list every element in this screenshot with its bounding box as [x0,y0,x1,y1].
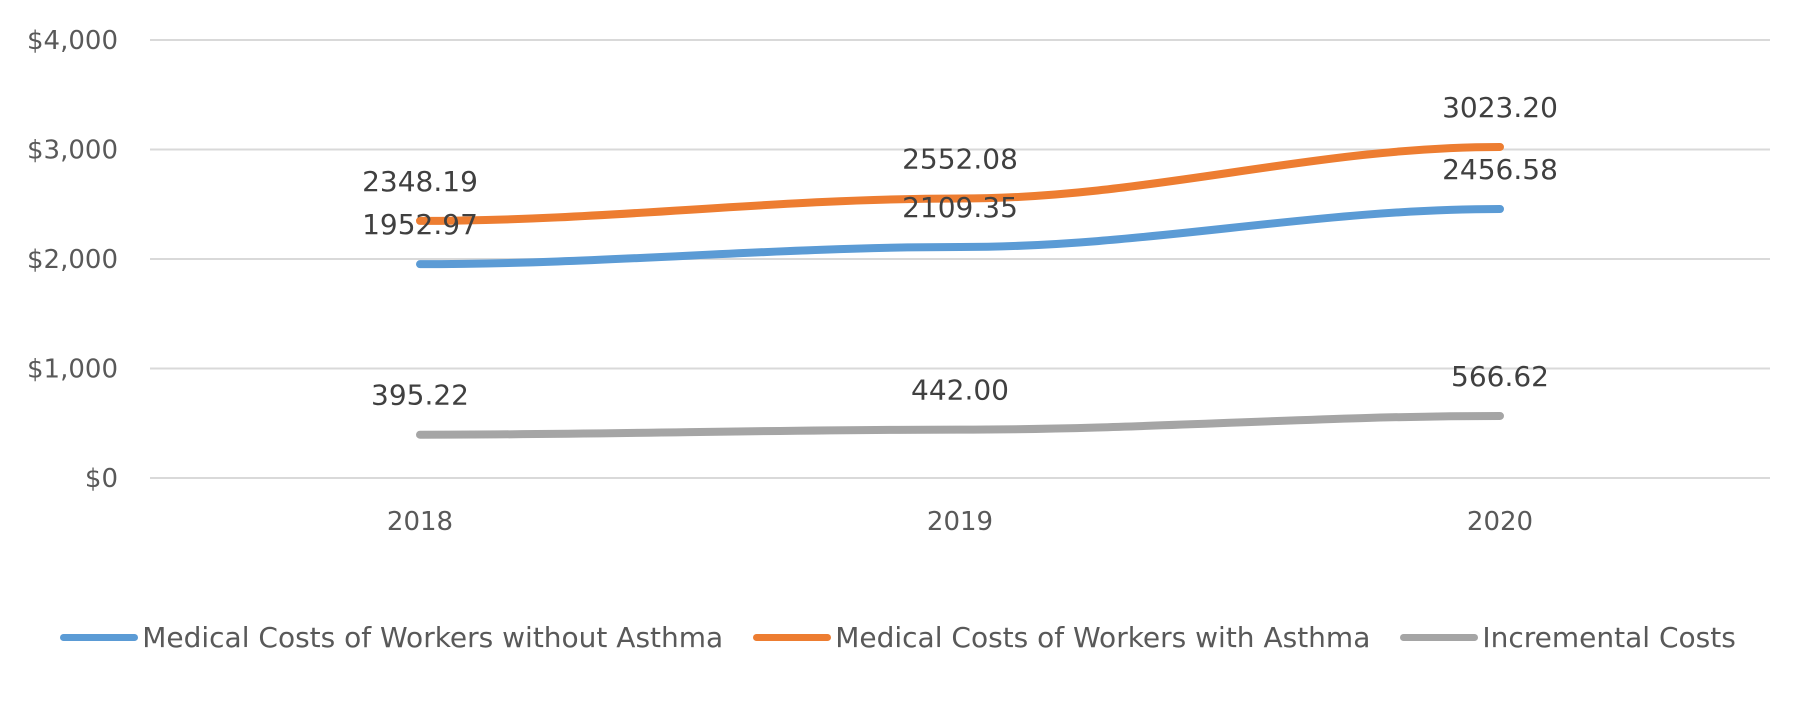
y-axis-tick-labels: $0 $1,000 $2,000 $3,000 $4,000 [27,26,118,494]
data-label: 566.62 [1451,360,1549,393]
legend-item: Medical Costs of Workers without Asthma [60,621,723,654]
x-tick-label: 2020 [1467,507,1533,537]
legend-swatch [60,633,139,641]
x-tick-label: 2018 [387,507,453,537]
legend: Medical Costs of Workers without Asthma M… [0,612,1796,662]
data-label: 442.00 [911,374,1009,407]
data-label: 3023.20 [1442,91,1558,124]
series-lines [416,142,1504,439]
data-labels: 1952.97 2109.35 2456.58 2348.19 2552.08 3023.… [362,91,1558,412]
y-tick-label: $0 [85,464,118,494]
x-tick-label: 2019 [927,507,993,537]
data-label: 2552.08 [902,143,1018,176]
legend-label: Incremental Costs [1482,620,1736,654]
legend-swatch [1400,633,1479,641]
y-tick-label: $3,000 [27,136,118,166]
x-axis-tick-labels: 2018 2019 2020 [387,507,1533,537]
legend-label: Medical Costs of Workers with Asthma [835,620,1371,654]
legend-label: Medical Costs of Workers without Asthma [142,620,724,654]
data-label: 2456.58 [1442,153,1558,186]
legend-item: Incremental Costs [1400,620,1736,654]
data-label: 1952.97 [362,208,478,241]
data-label: 2109.35 [902,191,1018,224]
legend-swatch [753,633,832,641]
series-line [416,142,1504,225]
series-line [416,205,1504,269]
y-tick-label: $4,000 [27,26,118,56]
y-tick-label: $1,000 [27,355,118,385]
legend-item: Medical Costs of Workers with Asthma [753,621,1370,654]
data-label: 2348.19 [362,165,478,198]
y-tick-label: $2,000 [27,245,118,275]
series-line [416,411,1504,439]
data-label: 395.22 [371,379,469,412]
